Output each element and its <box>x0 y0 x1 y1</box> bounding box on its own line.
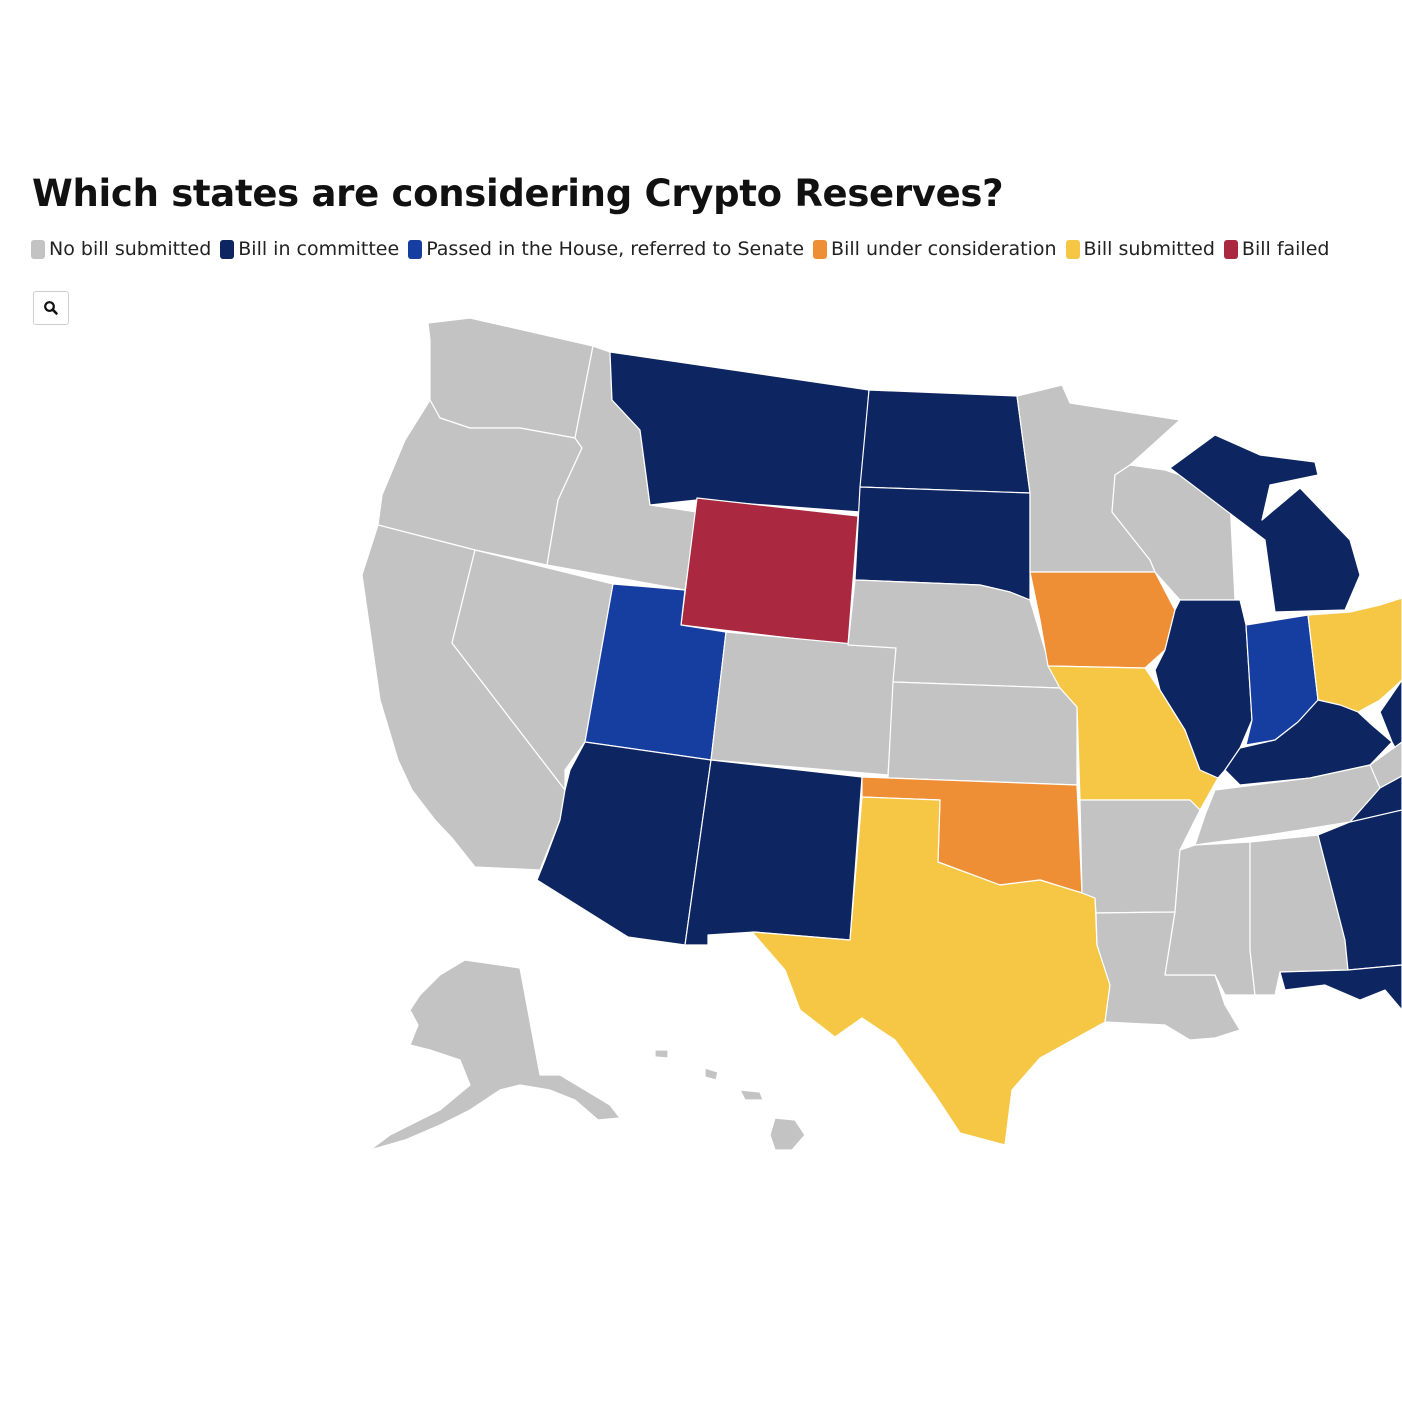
state-oh[interactable] <box>1307 597 1402 713</box>
legend-label-committee: Bill in committee <box>238 238 400 260</box>
legend-swatch-failed <box>1223 239 1238 259</box>
state-mt[interactable] <box>609 351 870 513</box>
legend-item-failed[interactable]: Bill failed <box>1223 238 1330 260</box>
legend-swatch-consideration <box>813 239 828 259</box>
legend-label-none: No bill submitted <box>49 238 212 260</box>
legend-label-consideration: Bill under consideration <box>831 238 1057 260</box>
legend-swatch-none <box>31 239 45 259</box>
legend-swatch-submitted <box>1065 239 1080 259</box>
state-va[interactable] <box>1369 741 1402 789</box>
legend-item-committee[interactable]: Bill in committee <box>220 238 399 260</box>
state-ga[interactable] <box>1317 809 1402 971</box>
legend-label-passed: Passed in the House, referred to Senate <box>426 238 805 260</box>
legend-item-passed[interactable]: Passed in the House, referred to Senate <box>408 238 804 260</box>
legend-item-none[interactable]: No bill submitted <box>31 238 211 260</box>
state-mo[interactable] <box>1047 665 1219 811</box>
legend-item-consideration[interactable]: Bill under consideration <box>813 238 1057 260</box>
state-mi[interactable] <box>1169 434 1361 613</box>
page-title: Which states are considering Crypto Rese… <box>32 172 1004 215</box>
state-fl[interactable] <box>1279 964 1402 1011</box>
state-co[interactable] <box>710 631 897 776</box>
state-ia[interactable] <box>1029 571 1176 669</box>
state-nm[interactable] <box>684 759 863 946</box>
search-icon <box>44 301 58 315</box>
legend: No bill submitted Bill in committee Pass… <box>31 238 1338 260</box>
state-wy[interactable] <box>680 497 859 646</box>
legend-label-failed: Bill failed <box>1241 238 1330 260</box>
state-ks[interactable] <box>887 681 1078 786</box>
legend-swatch-committee <box>220 239 235 259</box>
state-wa[interactable] <box>427 317 594 439</box>
state-ms[interactable] <box>1164 841 1256 996</box>
state-nd[interactable] <box>859 389 1031 494</box>
state-hi[interactable] <box>654 1049 806 1151</box>
legend-label-submitted: Bill submitted <box>1083 238 1215 260</box>
legend-swatch-passed <box>408 239 423 259</box>
state-wv[interactable] <box>1379 679 1402 761</box>
legend-item-submitted[interactable]: Bill submitted <box>1065 238 1215 260</box>
state-ak[interactable] <box>369 959 621 1151</box>
state-tx[interactable] <box>751 796 1111 1146</box>
search-button[interactable] <box>33 291 69 325</box>
